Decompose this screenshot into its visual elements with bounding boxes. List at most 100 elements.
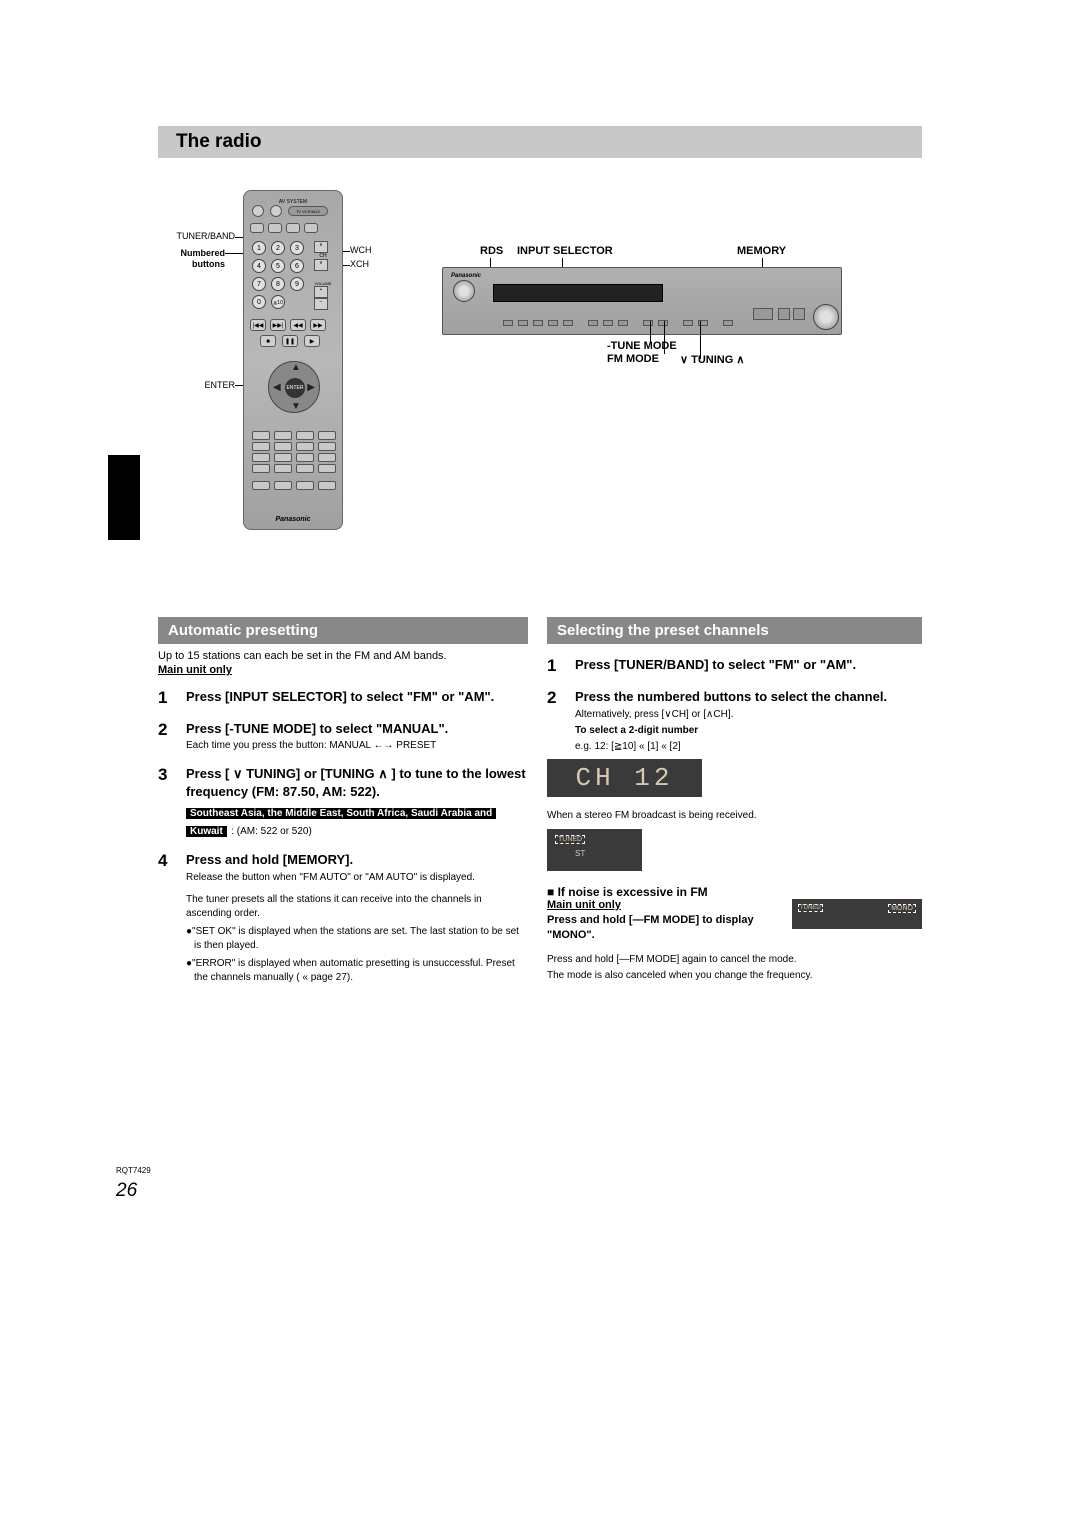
badge-note: : (AM: 522 or 520) [231,826,312,837]
rew: ◀◀ [290,319,306,331]
step-num: 2 [547,688,575,754]
num-8: 8 [271,277,285,291]
sleep-btn [250,223,264,233]
noise-heading: ■ If noise is excessive in FM [547,885,922,899]
btn [603,320,613,326]
step-2: 2 Press the numbered buttons to select t… [547,688,922,754]
remote-row [250,442,338,451]
btn [252,442,270,451]
remote-body: AV SYSTEM TV VCR/AUX 1 2 3 4 5 6 7 8 9 [243,190,343,530]
lcd-mono: TUNED MONO [792,899,922,929]
remote-row [250,431,338,440]
dvdcd-btn [304,223,318,233]
step-title: Press [INPUT SELECTOR] to select "FM" or… [186,688,528,706]
tvav-btn [268,223,282,233]
btn [274,453,292,462]
btn [533,320,543,326]
page-title: The radio [176,131,262,153]
lcd-st: ST [575,849,585,858]
btn [252,464,270,473]
remote-skip-row: |◀◀ ▶▶| ◀◀ ▶▶ [250,319,326,331]
stop-btn: ■ [260,335,276,347]
remote-numrow-2: 4 5 6 [252,259,304,273]
btn [563,320,573,326]
label-buttons: buttons [165,259,225,269]
remote-dpad: ENTER ▲ ▼ ◀ ▶ [268,361,320,413]
bullet: ●"ERROR" is displayed when automatic pre… [186,957,528,985]
step-4: 4 Press and hold [MEMORY]. Release the b… [158,851,528,985]
ch-down: ∨ [314,259,328,271]
tune-down [778,308,790,320]
step-title: Press [-TUNE MODE] to select "MANUAL". [186,720,528,738]
label-wch: WCH [350,245,390,255]
lcd-display-ch12: CH 12 [547,759,702,797]
remote-power-row: TV VCR/AUX [252,205,328,217]
footer-code: RQT7429 [116,1166,151,1175]
remote-numrow-1: 1 2 3 [252,241,304,255]
remote-bottom [250,431,338,492]
page-number: 26 [116,1180,137,1202]
tv-power-button [270,205,282,217]
skip-fwd: ▶▶| [270,319,286,331]
num-5: 5 [271,259,285,273]
btn [252,481,270,490]
btn [588,320,598,326]
ch-buttons: ∧ CH ∨ [314,241,332,271]
skip-back: |◀◀ [250,319,266,331]
enter-btn: ENTER [285,378,305,398]
lcd-tuned: TUNED [798,904,823,912]
step-note: e.g. 12: [≧10] « [1] « [2] [575,740,922,754]
btn [518,320,528,326]
btn [296,453,314,462]
btn [274,464,292,473]
step-num: 1 [158,688,186,708]
tune-up [793,308,805,320]
section-selecting-channels: Selecting the preset channels [547,617,922,644]
region-badge-2: Kuwait [186,826,227,837]
remote-play-row: ■ ❚❚ ▶ [260,335,320,347]
btn [643,320,653,326]
lcd-tuned: TUNED [555,835,585,844]
step-num: 4 [158,851,186,985]
num-1: 1 [252,241,266,255]
step-note: Alternatively, press [∨CH] or [∧CH]. [575,708,922,722]
vol-up: + [314,286,328,298]
step-num: 1 [547,656,575,676]
label-numbered: Numbered [165,248,225,258]
step-1: 1 Press [INPUT SELECTOR] to select "FM" … [158,688,528,708]
btn [274,481,292,490]
page-header: The radio [158,126,922,158]
btn [618,320,628,326]
lcd-text: CH 12 [575,763,673,793]
step-para: The tuner presets all the stations it ca… [186,893,528,921]
power-button [252,205,264,217]
step-num: 3 [158,765,186,839]
receiver-display [493,284,663,302]
btn [318,442,336,451]
btn [252,453,270,462]
tv-vcr-slider: TV VCR/AUX [288,206,328,216]
num-9: 9 [290,277,304,291]
receiver-brand: Panasonic [451,273,481,279]
bullet: ●"SET OK" is displayed when the stations… [186,925,528,953]
dpad-down: ▼ [291,401,301,412]
remote-brand: Panasonic [244,516,342,523]
btn [296,481,314,490]
btn [318,481,336,490]
section-automatic-presetting: Automatic presetting [158,617,528,644]
btn [274,442,292,451]
btn [318,431,336,440]
left-column: Automatic presetting Up to 15 stations c… [158,617,528,985]
step-num: 2 [158,720,186,754]
btn [548,320,558,326]
step-title: Press and hold [MEMORY]. [186,851,528,869]
num-2: 2 [271,241,285,255]
tunerband-btn [286,223,300,233]
label-fm-mode: FM MODE [607,353,659,365]
btn [318,464,336,473]
label-enter: ENTER [175,380,235,390]
play-btn: ▶ [304,335,320,347]
label-tuner-band: TUNER/BAND [155,231,235,241]
btn [274,431,292,440]
remote-row [250,453,338,462]
